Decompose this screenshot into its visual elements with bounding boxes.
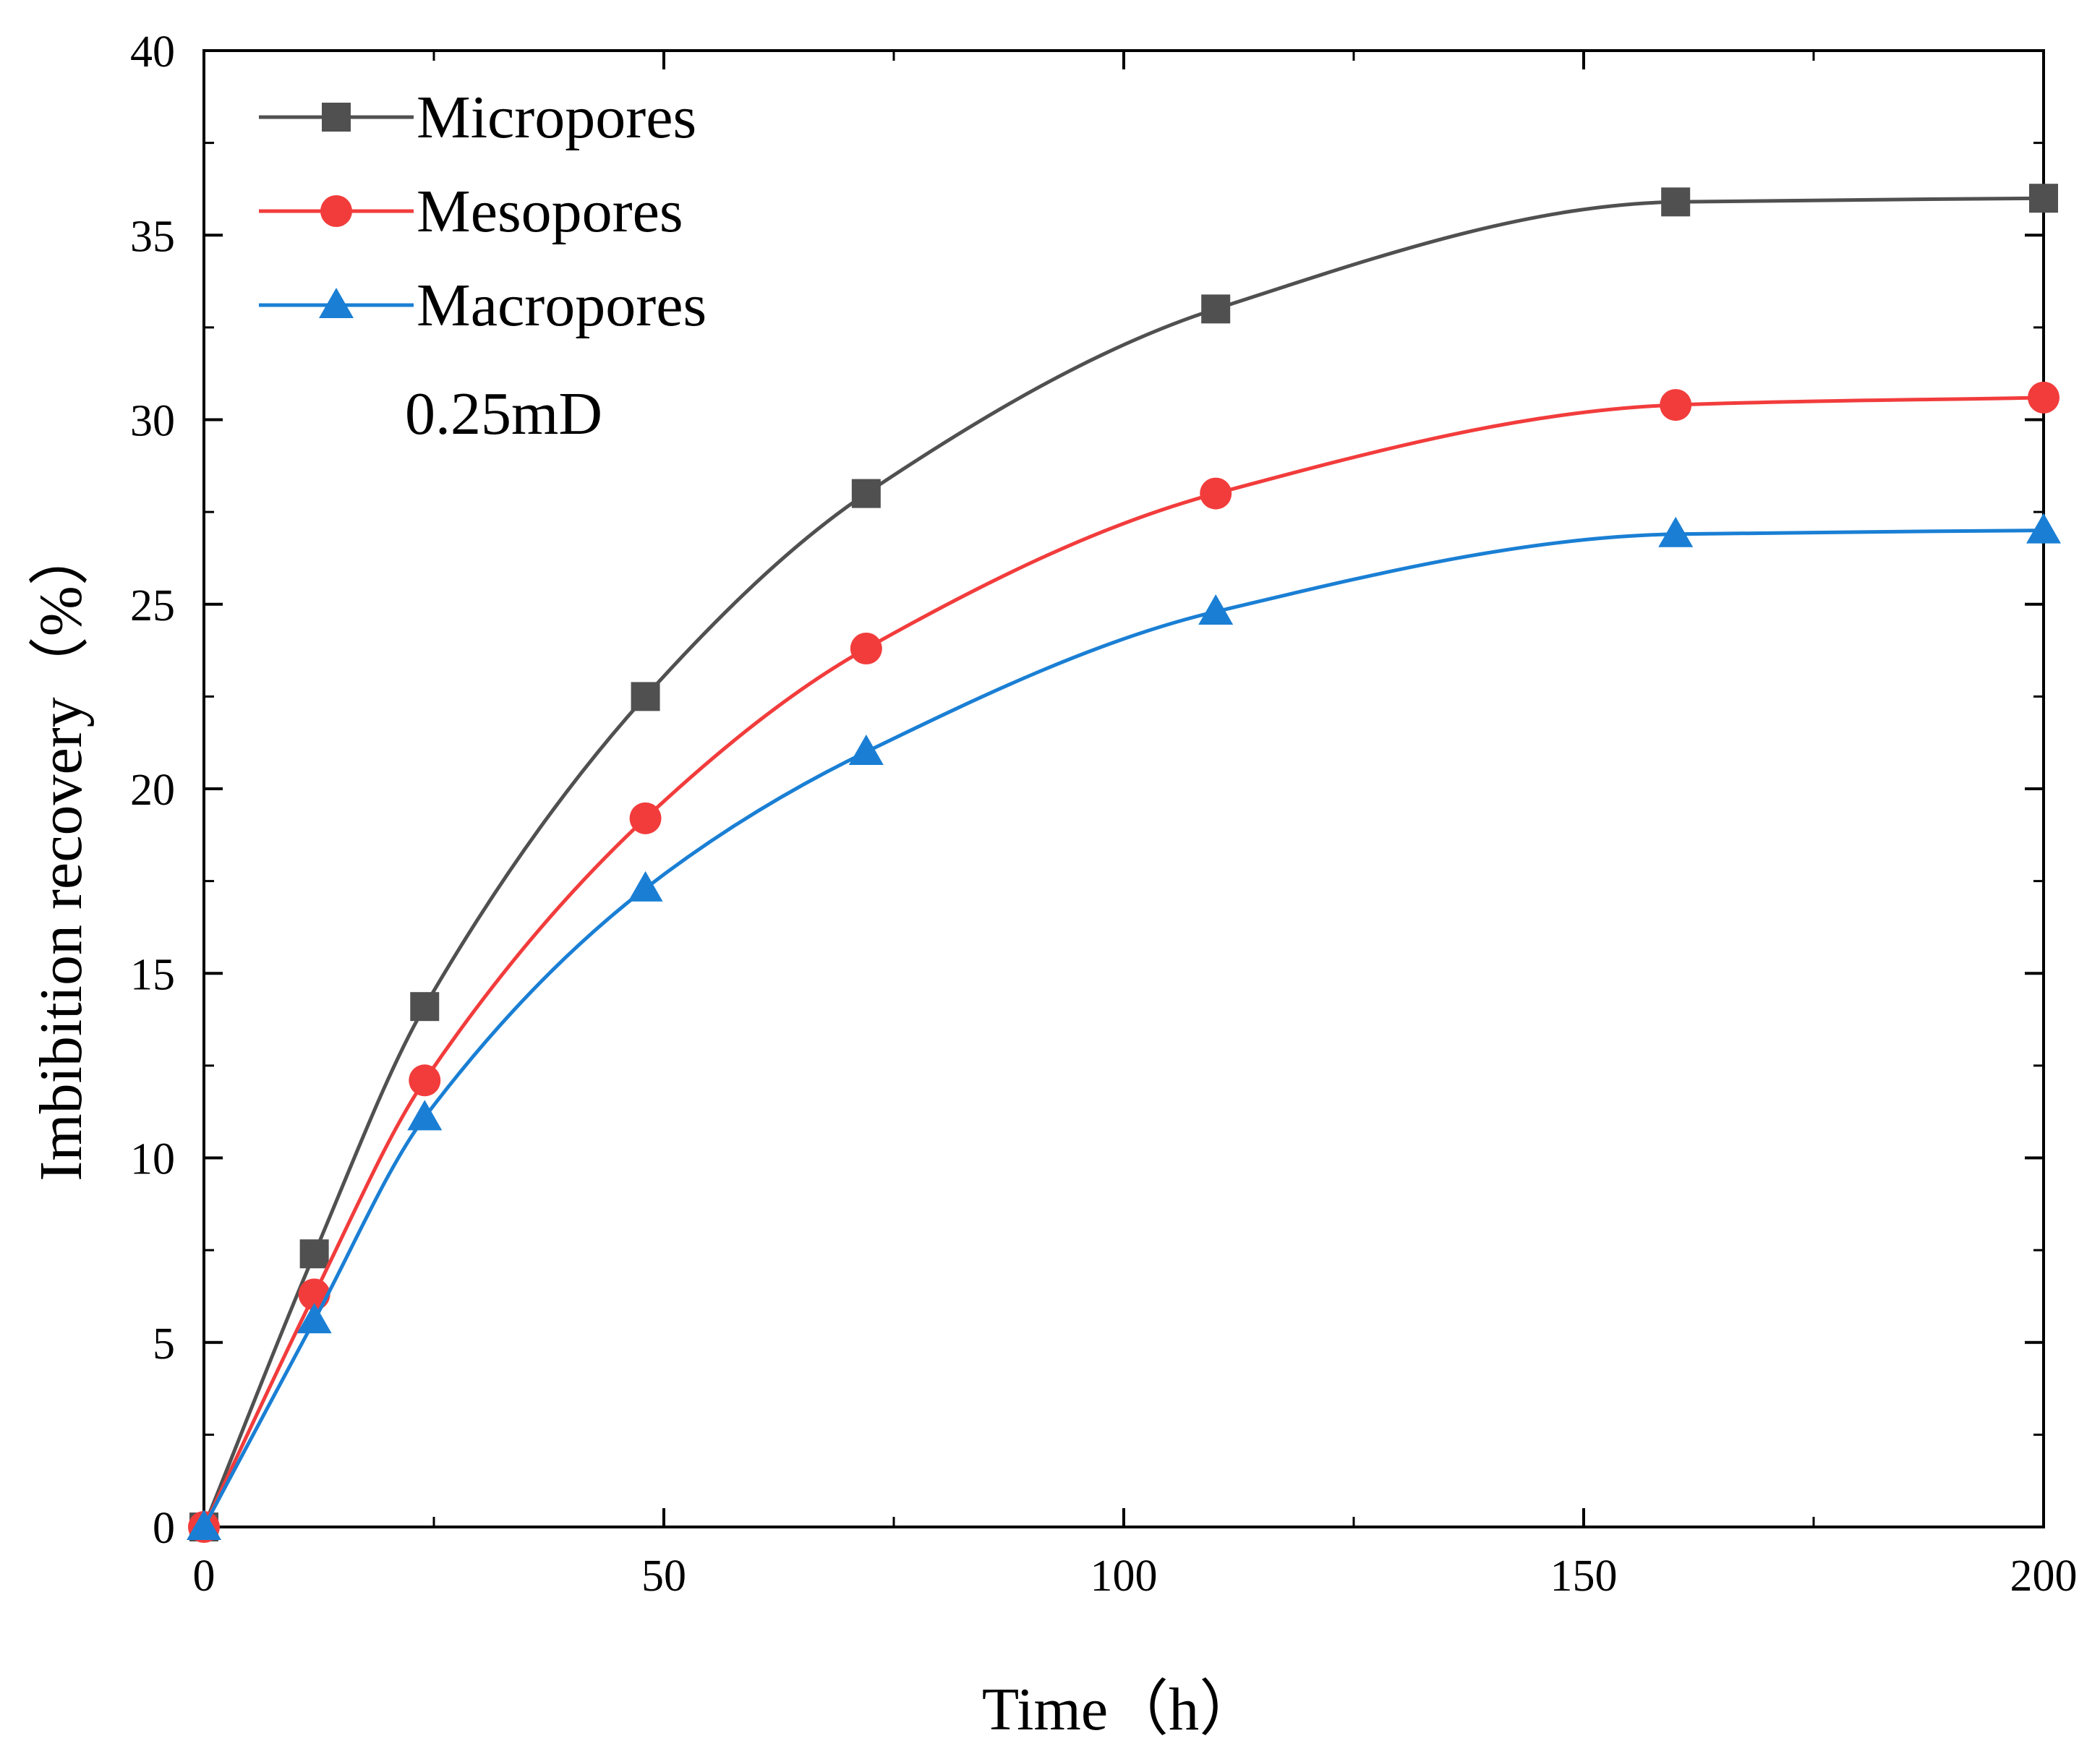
macropores-point xyxy=(187,1510,221,1540)
legend-marker xyxy=(319,288,354,318)
legend-entry-macropores: Macropores xyxy=(259,272,707,339)
y-tick-label: 30 xyxy=(130,397,175,446)
mesopores-point xyxy=(2028,381,2060,414)
micropores-point xyxy=(851,479,881,508)
micropores-point xyxy=(631,682,660,711)
legend-label: Mesopores xyxy=(417,178,683,245)
x-tick-label: 0 xyxy=(193,1552,215,1601)
x-axis-title: Time（h） xyxy=(982,1676,1260,1743)
series-micropores xyxy=(189,184,2058,1541)
macropores-point xyxy=(296,1303,332,1334)
y-axis-title: Imbibition recovery（%） xyxy=(27,525,95,1181)
mesopores-point xyxy=(850,633,882,665)
mesopores-point xyxy=(1660,389,1692,422)
mesopores-point xyxy=(409,1064,441,1097)
micropores-point xyxy=(1201,294,1231,324)
macropores-point xyxy=(407,1100,443,1131)
micropores-point xyxy=(410,992,440,1022)
y-tick-label: 35 xyxy=(130,212,175,261)
y-tick-label: 20 xyxy=(130,766,175,815)
x-tick-label: 200 xyxy=(2010,1552,2078,1601)
macropores-point xyxy=(848,734,884,765)
axes-layer: 0 50 100 150 200 0 5 10 15 20 25 30 35 40 xyxy=(130,27,2078,1601)
legend-marker xyxy=(320,195,352,227)
legend-label: Macropores xyxy=(417,272,707,339)
y-tick-label: 10 xyxy=(130,1135,175,1184)
macropores-point xyxy=(628,870,663,902)
micropores-point xyxy=(1661,187,1691,217)
micropores-line xyxy=(202,196,2044,1528)
legend-marker xyxy=(322,103,351,132)
mesopores-point xyxy=(629,802,662,834)
micropores-point xyxy=(299,1239,329,1269)
legend: Micropores Mesopores Macropores xyxy=(259,84,707,339)
x-tick-label: 50 xyxy=(641,1552,686,1601)
series-layer xyxy=(187,184,2061,1543)
mesopores-line xyxy=(202,395,2044,1528)
legend-entry-micropores: Micropores xyxy=(259,84,696,151)
y-tick-label: 0 xyxy=(153,1504,175,1553)
macropores-line xyxy=(202,529,2044,1528)
macropores-point xyxy=(2026,513,2061,544)
y-tick-label: 5 xyxy=(153,1319,175,1369)
y-tick-label: 15 xyxy=(130,950,175,999)
y-tick-label: 25 xyxy=(130,581,175,630)
series-macropores xyxy=(187,513,2061,1540)
legend-label: Micropores xyxy=(417,84,696,151)
x-tick-label: 150 xyxy=(1550,1552,1618,1601)
mesopores-point xyxy=(1200,477,1232,510)
y-tick-label: 40 xyxy=(130,27,175,77)
macropores-point xyxy=(1198,594,1234,625)
permeability-annotation: 0.25mD xyxy=(405,380,602,448)
macropores-point xyxy=(1658,516,1694,547)
micropores-point xyxy=(2029,184,2058,213)
x-tick-label: 100 xyxy=(1090,1552,1158,1601)
legend-entry-mesopores: Mesopores xyxy=(259,178,683,245)
